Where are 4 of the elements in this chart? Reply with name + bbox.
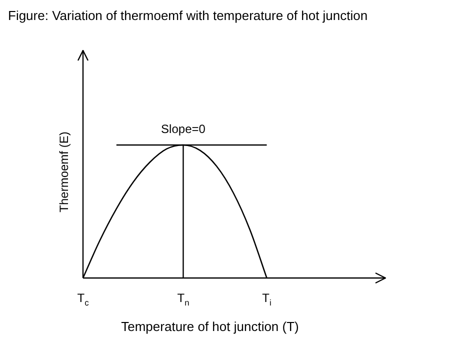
x-axis-title: Temperature of hot junction (T) xyxy=(121,319,299,334)
chart-title: Figure: Variation of thermoemf with temperature of hot junction xyxy=(8,8,368,23)
annotation: Slope=0 xyxy=(161,122,206,136)
y-axis-title: Thermoemf (E) xyxy=(57,132,71,212)
